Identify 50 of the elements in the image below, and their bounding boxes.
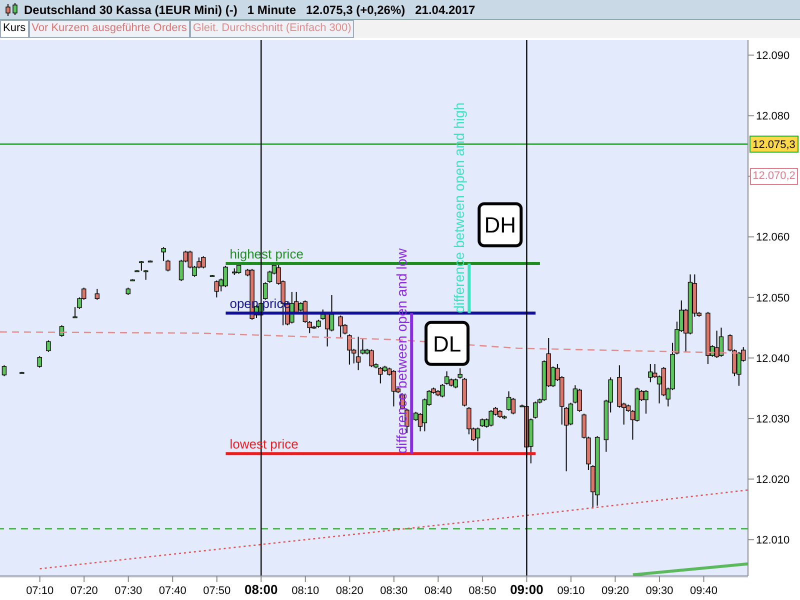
x-tick-label: 07:20	[70, 585, 98, 597]
candlestick	[475, 427, 480, 452]
candlestick	[718, 327, 724, 358]
line-series	[39, 489, 748, 570]
annotation: DH	[484, 212, 516, 238]
x-tick-label: 07:10	[26, 585, 54, 597]
y-tick-label: 12.010	[756, 534, 790, 547]
y-tick-label: 12.080	[756, 110, 790, 123]
text: difference between open and high	[451, 102, 468, 314]
x-tick-label: 09:00	[510, 582, 544, 597]
y-tick-label: 12.050	[756, 292, 790, 304]
candlestick	[648, 364, 653, 383]
x-tick-label: 08:20	[336, 585, 364, 597]
text: 12.070,2	[750, 168, 798, 185]
x-tick-label: 09:10	[557, 585, 585, 597]
candlestick	[356, 336, 361, 371]
legend-label: Kurs	[0, 20, 29, 38]
y-tick-label: 12.020	[756, 474, 790, 486]
text: Vor Kurzem ausgeführte Orders	[28, 20, 190, 38]
candlestick	[94, 288, 100, 300]
x-tick-label: 08:30	[380, 585, 408, 597]
candlestick	[714, 330, 720, 358]
candlestick	[391, 370, 396, 407]
x-tick-label: 07:50	[203, 585, 231, 597]
candlestick	[37, 356, 42, 368]
candlestick	[506, 390, 512, 412]
candlestick	[453, 378, 458, 389]
x-tick-label: 08:50	[468, 585, 496, 597]
y-tick-label: 12.040	[756, 352, 790, 365]
x-tick-label: 07:30	[114, 585, 142, 597]
ref-line-label: 12.075,3	[752, 139, 796, 152]
y-tick-label: 12.090	[756, 50, 790, 62]
x-tick-label: 09:30	[646, 585, 674, 597]
candlestick	[577, 388, 582, 412]
x-tick-label: 08:40	[424, 585, 452, 597]
text: Gleit. Durchschnitt (Einfach 300)	[190, 20, 354, 38]
annotation: DL	[432, 331, 462, 356]
y-tick-label: 12.060	[756, 232, 790, 244]
x-tick-label: 08:00	[244, 582, 278, 597]
candlestick	[532, 401, 538, 420]
y-tick-label: 12.030	[756, 413, 790, 426]
candlestick	[46, 340, 51, 352]
x-tick-label: 07:40	[158, 585, 186, 597]
x-tick-label: 09:20	[601, 585, 629, 597]
candlestick	[2, 364, 7, 377]
candlestick	[444, 370, 450, 386]
text: difference between open and low	[394, 248, 410, 454]
chart-title: Deutschland 30 Kassa (1EUR Mini) (-) 1 Minute 12.075,3 (+0,26%) 21.04.2017	[24, 2, 476, 16]
x-tick-label: 08:10	[292, 585, 320, 597]
x-tick-label: 09:40	[690, 585, 718, 597]
